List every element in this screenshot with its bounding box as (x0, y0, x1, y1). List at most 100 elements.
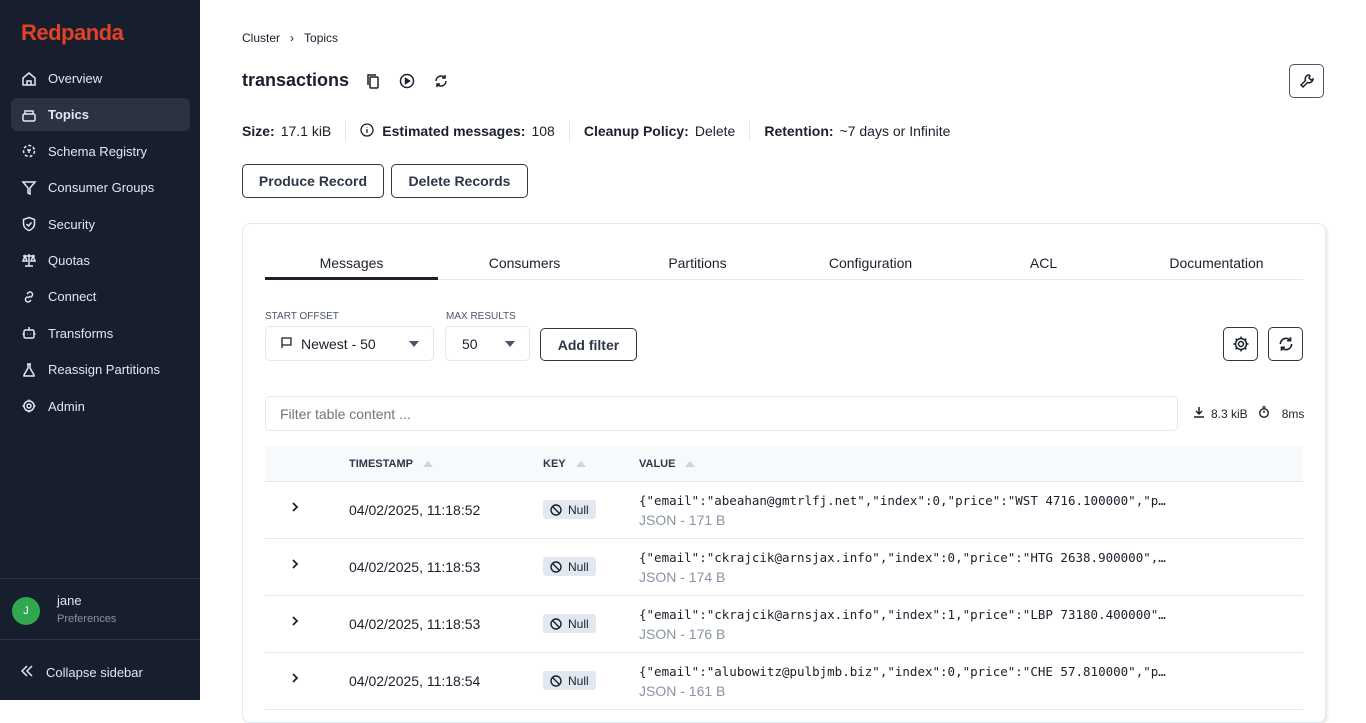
max-results-value: 50 (462, 335, 478, 352)
download-icon[interactable] (1193, 406, 1205, 421)
filter-icon (21, 180, 37, 196)
ban-icon (550, 617, 562, 630)
filter-table-input[interactable] (265, 396, 1178, 431)
divider (345, 121, 347, 141)
shield-icon (21, 216, 37, 232)
sidebar-item-transforms[interactable]: Transforms (11, 317, 190, 350)
tab-documentation[interactable]: Documentation (1169, 255, 1264, 271)
sidebar-item-quotas[interactable]: Quotas (11, 244, 190, 277)
add-filter-button[interactable]: Add filter (540, 328, 637, 361)
key-value: Null (568, 502, 589, 517)
refresh-icon[interactable] (431, 71, 451, 91)
sort-icon (422, 461, 433, 467)
sidebar-item-label: Overview (48, 71, 103, 86)
user-name: jane (57, 593, 82, 608)
max-results-label: MAX RESULTS (446, 311, 516, 322)
flask-icon (21, 362, 37, 378)
sort-icon (575, 461, 586, 467)
table-row[interactable]: 04/02/2025, 11:18:52 Null {"email":"abea… (265, 482, 1303, 539)
page-title: transactions (242, 70, 350, 90)
collapse-label: Collapse sidebar (46, 665, 143, 680)
duration: 8ms (1281, 406, 1305, 421)
table-row[interactable]: 04/02/2025, 11:18:53 Null {"email":"ckra… (265, 596, 1303, 653)
gear-icon (1233, 336, 1248, 352)
sidebar-item-label: Security (48, 216, 95, 232)
sidebar-item-admin[interactable]: Admin (11, 390, 190, 423)
column-key[interactable]: KEY (543, 458, 586, 470)
column-value[interactable]: VALUE (639, 458, 696, 470)
scale-icon (21, 252, 37, 268)
key-value: Null (568, 673, 589, 688)
topics-icon (21, 107, 37, 123)
preferences-link[interactable]: Preferences (57, 613, 117, 625)
stopwatch-icon (1258, 406, 1270, 421)
expand-chevron-icon[interactable] (289, 500, 301, 519)
sidebar-item-topics[interactable]: Topics (11, 98, 190, 132)
column-timestamp[interactable]: TIMESTAMP (349, 458, 433, 470)
sidebar-item-label: Consumer Groups (48, 180, 155, 196)
sidebar-item-label: Quotas (48, 252, 90, 268)
cleanup-value: Delete (694, 123, 736, 139)
retention-value: ~7 days or Infinite (839, 123, 951, 139)
expand-chevron-icon[interactable] (289, 671, 301, 690)
sidebar-item-schema-registry[interactable]: Schema Registry (11, 135, 190, 168)
timestamp-cell: 04/02/2025, 11:18:54 (349, 673, 481, 689)
caret-down-icon (409, 341, 419, 347)
gear-icon (21, 398, 37, 414)
copy-icon[interactable] (363, 71, 383, 91)
tab-bar: Messages Consumers Partitions Configuration… (265, 252, 1303, 280)
timestamp-cell: 04/02/2025, 11:18:53 (349, 616, 481, 632)
play-icon[interactable] (397, 71, 417, 91)
sidebar-nav: Overview Topics Schema Registry Consumer Gr… (11, 62, 190, 426)
start-offset-select[interactable]: Newest - 50 (265, 326, 434, 361)
refresh-button[interactable] (1268, 327, 1303, 361)
breadcrumb-topics[interactable]: Topics (304, 31, 339, 45)
ban-icon (550, 674, 562, 687)
expand-chevron-icon[interactable] (289, 614, 301, 633)
sidebar-item-overview[interactable]: Overview (11, 62, 190, 95)
chevron-right-icon: › (290, 31, 295, 45)
timestamp-cell: 04/02/2025, 11:18:53 (349, 559, 481, 575)
table-row[interactable]: 04/02/2025, 11:18:53 Null {"email":"ckra… (265, 539, 1303, 596)
messages-table: TIMESTAMP KEY VALUE 04/02/2025, 11:18:52… (265, 446, 1303, 710)
refresh-icon (1279, 337, 1292, 351)
collapse-sidebar-button[interactable]: Collapse sidebar (20, 664, 143, 681)
avatar: J (12, 597, 40, 625)
sidebar-item-reassign-partitions[interactable]: Reassign Partitions (11, 353, 190, 386)
key-null-badge: Null (543, 671, 596, 690)
tab-messages[interactable]: Messages (265, 252, 438, 280)
tab-consumers[interactable]: Consumers (488, 255, 561, 271)
sidebar-item-connect[interactable]: Connect (11, 280, 190, 313)
tab-configuration[interactable]: Configuration (828, 255, 913, 271)
tab-partitions[interactable]: Partitions (668, 255, 727, 271)
delete-records-button[interactable]: Delete Records (391, 164, 528, 198)
robot-icon (21, 325, 37, 341)
sidebar-item-label: Schema Registry (48, 143, 147, 159)
divider (568, 121, 570, 141)
expand-chevron-icon[interactable] (289, 557, 301, 576)
tab-acl[interactable]: ACL (1029, 255, 1058, 271)
sidebar-item-consumer-groups[interactable]: Consumer Groups (11, 171, 190, 204)
produce-record-button[interactable]: Produce Record (242, 164, 384, 198)
breadcrumb-cluster[interactable]: Cluster (242, 31, 281, 45)
max-results-select[interactable]: 50 (445, 326, 530, 361)
key-null-badge: Null (543, 557, 596, 576)
settings-button[interactable] (1223, 327, 1258, 361)
user-menu[interactable]: J jane Preferences (0, 578, 200, 640)
download-size: 8.3 kiB (1211, 406, 1248, 421)
key-null-badge: Null (543, 500, 596, 519)
page-title-row: transactions (242, 70, 451, 91)
redpanda-logo[interactable]: Redpanda (21, 20, 124, 45)
sidebar-item-security[interactable]: Security (11, 208, 190, 241)
value-meta: JSON - 174 B (639, 569, 726, 585)
link-icon (21, 289, 37, 305)
info-icon[interactable] (360, 122, 374, 140)
wrench-button[interactable] (1289, 64, 1324, 98)
size-value: 17.1 kiB (280, 123, 332, 139)
table-row[interactable]: 04/02/2025, 11:18:54 Null {"email":"alub… (265, 653, 1303, 710)
messages-value: 108 (531, 123, 555, 139)
topic-card: Messages Consumers Partitions Configuration… (242, 223, 1326, 723)
breadcrumb: Cluster › Topics (242, 31, 338, 45)
key-value: Null (568, 559, 589, 574)
double-chevron-left-icon (20, 664, 34, 681)
